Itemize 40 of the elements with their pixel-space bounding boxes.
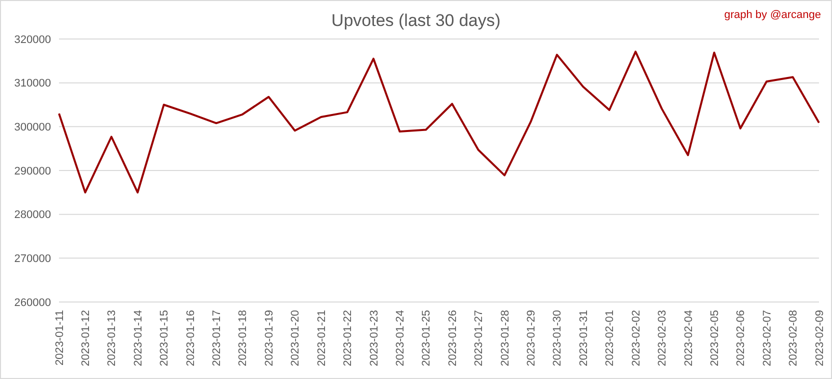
x-tick-label: 2023-02-05 — [708, 310, 721, 366]
x-tick-label: 2023-02-02 — [630, 310, 642, 366]
x-tick-label: 2023-02-04 — [682, 310, 695, 366]
y-tick-label: 300000 — [14, 122, 51, 134]
text: graph by @arcange — [724, 9, 821, 21]
x-tick-label: 2023-01-16 — [184, 310, 197, 366]
x-tick-label: 2023-01-23 — [368, 310, 380, 366]
x-tick-label: 2023-01-19 — [263, 310, 276, 366]
y-tick-label: 280000 — [14, 209, 51, 222]
chart-title: Upvotes (last 30 days) — [331, 11, 501, 30]
x-tick-label: 2023-01-20 — [290, 310, 302, 366]
x-tick-label: 2023-01-30 — [552, 310, 564, 366]
x-tick-label: 2023-02-06 — [735, 310, 748, 366]
y-tick-label: 320000 — [14, 34, 51, 46]
y-tick-label: 270000 — [14, 253, 51, 266]
x-tick-label: 2023-01-24 — [394, 310, 406, 366]
y-tick-label: 260000 — [14, 296, 51, 309]
x-tick-label: 2023-02-01 — [604, 310, 616, 366]
line-series — [58, 50, 820, 194]
x-tick-label: 2023-01-15 — [158, 310, 171, 366]
x-tick-label: 2023-01-25 — [420, 310, 433, 366]
x-tick-label: 2023-02-08 — [788, 310, 800, 366]
x-tick-label: 2023-01-21 — [316, 310, 328, 366]
x-tick-label: 2023-02-07 — [761, 310, 774, 366]
x-tick-label: 2023-01-11 — [54, 310, 66, 366]
x-tick-label: 2023-01-14 — [132, 310, 144, 366]
x-tick-label: 2023-01-12 — [80, 310, 92, 366]
x-tick-label: 2023-01-27 — [473, 310, 486, 366]
x-tick-label: 2023-01-28 — [499, 310, 512, 366]
x-tick-label: 2023-01-26 — [446, 310, 459, 366]
x-tick-label: 2023-01-13 — [106, 310, 118, 366]
y-tick-label: 310000 — [14, 78, 51, 90]
x-tick-label: 2023-01-31 — [578, 310, 590, 366]
x-tick-label: 2023-01-18 — [237, 310, 250, 366]
y-tick-label: 290000 — [14, 165, 51, 178]
x-tick-label: 2023-01-29 — [526, 310, 538, 366]
x-tick-label: 2023-02-03 — [656, 310, 669, 366]
x-tick-label: 2023-01-22 — [342, 310, 354, 366]
x-tick-label: 2023-02-09 — [814, 310, 826, 366]
x-tick-label: 2023-01-17 — [211, 310, 224, 366]
